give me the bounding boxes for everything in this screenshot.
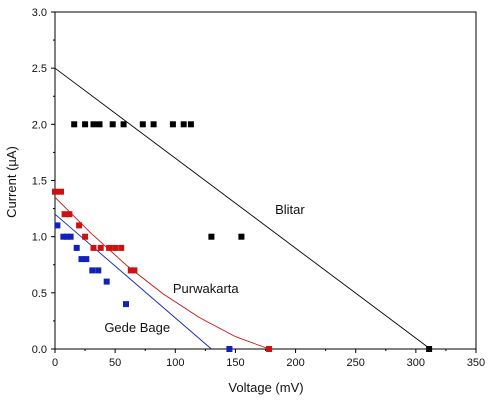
data-point-gede-bage xyxy=(95,267,102,274)
data-point-gede-bage xyxy=(64,233,70,240)
data-point-purwakarta xyxy=(106,244,113,251)
data-point-gede-bage xyxy=(123,301,129,308)
y-tick-label: 0.5 xyxy=(32,288,47,300)
data-point-purwakarta xyxy=(76,222,83,229)
data-point-blitar xyxy=(180,121,187,128)
data-point-blitar xyxy=(208,233,215,240)
annotation-gede-bage: Gede Bage xyxy=(104,320,170,335)
annotation-blitar: Blitar xyxy=(275,202,305,217)
x-tick-label: 200 xyxy=(286,357,304,369)
data-point-gede-bage xyxy=(226,346,233,352)
data-point-blitar xyxy=(120,121,127,128)
data-point-purwakarta xyxy=(90,244,97,251)
data-point-purwakarta xyxy=(61,211,68,218)
data-point-gede-bage xyxy=(54,222,61,229)
fit-line-blitar xyxy=(54,67,431,350)
x-tick-label: 250 xyxy=(347,357,365,369)
data-point-purwakarta xyxy=(66,211,73,218)
data-point-gede-bage xyxy=(67,233,74,240)
y-axis-ticks: 0.0 0.5 1.0 1.5 2.0 2.5 3.0 xyxy=(32,7,55,356)
data-point-gede-bage xyxy=(78,256,85,263)
data-points xyxy=(52,121,433,352)
data-point-purwakarta xyxy=(118,244,125,251)
fit-line-gede-bage xyxy=(54,213,212,350)
data-point-purwakarta xyxy=(58,188,64,195)
y-tick-label: 1.0 xyxy=(32,232,47,244)
fit-line-purwakarta xyxy=(54,196,270,350)
data-point-blitar xyxy=(109,121,116,128)
y-tick-label: 3.0 xyxy=(32,7,47,19)
y-axis-label: Current (µA) xyxy=(4,146,19,218)
data-point-purwakarta xyxy=(97,244,104,251)
x-tick-label: 300 xyxy=(407,357,425,369)
data-point-blitar xyxy=(71,121,78,128)
data-point-purwakarta xyxy=(112,244,119,251)
data-point-gede-bage xyxy=(89,267,96,274)
data-point-purwakarta xyxy=(82,233,89,240)
x-axis-ticks: 0 50 100 150 200 250 300 350 xyxy=(52,349,485,369)
data-point-purwakarta xyxy=(266,346,273,352)
data-point-blitar xyxy=(139,121,146,128)
data-point-blitar xyxy=(426,346,433,352)
fit-lines xyxy=(54,67,431,350)
data-point-purwakarta xyxy=(127,267,134,274)
data-point-purwakarta xyxy=(52,188,58,195)
data-point-blitar xyxy=(90,121,97,128)
y-tick-label: 1.5 xyxy=(32,176,47,188)
x-tick-label: 100 xyxy=(166,357,184,369)
data-point-blitar xyxy=(169,121,176,128)
annotations: Blitar Purwakarta Gede Bage xyxy=(104,202,305,335)
annotation-purwakarta: Purwakarta xyxy=(173,281,240,296)
data-point-blitar xyxy=(96,121,103,128)
data-point-purwakarta xyxy=(131,267,138,274)
y-tick-label: 2.0 xyxy=(32,119,47,131)
data-point-blitar xyxy=(82,121,89,128)
x-axis-label: Voltage (mV) xyxy=(228,380,303,395)
y-tick-label: 0.0 xyxy=(32,344,47,356)
data-point-gede-bage xyxy=(103,278,110,285)
data-point-blitar xyxy=(150,121,157,128)
data-point-gede-bage xyxy=(73,244,80,251)
x-tick-label: 50 xyxy=(109,357,121,369)
x-tick-label: 350 xyxy=(467,357,485,369)
x-tick-label: 150 xyxy=(226,357,244,369)
x-tick-label: 0 xyxy=(52,357,58,369)
data-point-gede-bage xyxy=(83,256,90,263)
data-point-gede-bage xyxy=(60,233,67,240)
data-point-blitar xyxy=(187,121,194,128)
data-point-blitar xyxy=(238,233,245,240)
y-tick-label: 2.5 xyxy=(32,63,47,75)
